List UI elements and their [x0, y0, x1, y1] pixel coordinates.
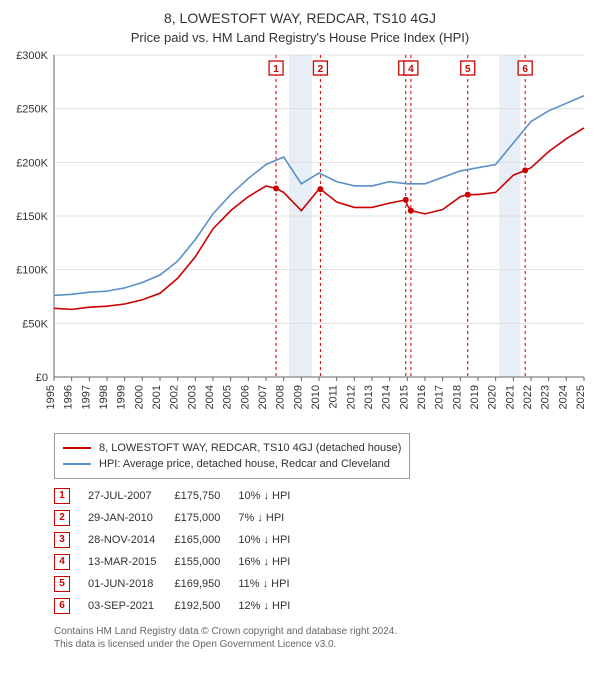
table-row: 1 27-JUL-2007£175,75010% ↓ HPI: [54, 485, 308, 507]
svg-text:2025: 2025: [575, 385, 587, 409]
svg-text:2003: 2003: [186, 385, 198, 409]
svg-text:2023: 2023: [540, 385, 552, 409]
sale-date: 01-JUN-2018: [88, 573, 174, 595]
sale-marker-1: 1: [54, 488, 70, 504]
sale-price: £165,000: [174, 529, 238, 551]
sale-date: 03-SEP-2021: [88, 595, 174, 617]
svg-text:£300K: £300K: [16, 50, 48, 62]
svg-text:£0: £0: [36, 372, 48, 384]
svg-text:2006: 2006: [239, 385, 251, 409]
chart-subtitle: Price paid vs. HM Land Registry's House …: [10, 30, 590, 45]
svg-text:2004: 2004: [204, 385, 216, 409]
svg-text:1997: 1997: [80, 385, 92, 409]
svg-text:2: 2: [318, 64, 324, 75]
svg-text:£200K: £200K: [16, 157, 48, 169]
svg-text:2014: 2014: [381, 385, 393, 409]
table-row: 5 01-JUN-2018£169,95011% ↓ HPI: [54, 573, 308, 595]
svg-text:2007: 2007: [257, 385, 269, 409]
svg-text:5: 5: [465, 64, 471, 75]
svg-text:2015: 2015: [398, 385, 410, 409]
table-row: 6 03-SEP-2021£192,50012% ↓ HPI: [54, 595, 308, 617]
sale-price: £169,950: [174, 573, 238, 595]
svg-text:2022: 2022: [522, 385, 534, 409]
sale-delta: 11% ↓ HPI: [238, 573, 308, 595]
svg-text:2020: 2020: [487, 385, 499, 409]
svg-text:2012: 2012: [345, 385, 357, 409]
sale-marker-3: 3: [54, 532, 70, 548]
table-row: 3 28-NOV-2014£165,00010% ↓ HPI: [54, 529, 308, 551]
svg-text:2024: 2024: [557, 385, 569, 409]
svg-text:2005: 2005: [222, 385, 234, 409]
svg-text:1: 1: [273, 64, 279, 75]
sale-date: 27-JUL-2007: [88, 485, 174, 507]
chart-title: 8, LOWESTOFT WAY, REDCAR, TS10 4GJ: [10, 10, 590, 26]
sale-marker-4: 4: [54, 554, 70, 570]
svg-text:2018: 2018: [451, 385, 463, 409]
footer-attribution: Contains HM Land Registry data © Crown c…: [54, 625, 580, 651]
svg-text:4: 4: [408, 64, 414, 75]
svg-text:2000: 2000: [133, 385, 145, 409]
sale-delta: 10% ↓ HPI: [238, 529, 308, 551]
legend-label-0: 8, LOWESTOFT WAY, REDCAR, TS10 4GJ (deta…: [99, 440, 401, 456]
svg-text:2021: 2021: [504, 385, 516, 409]
svg-text:2009: 2009: [292, 385, 304, 409]
sale-marker-5: 5: [54, 576, 70, 592]
svg-text:1995: 1995: [45, 385, 57, 409]
sale-marker-6: 6: [54, 598, 70, 614]
sale-price: £155,000: [174, 551, 238, 573]
sale-delta: 7% ↓ HPI: [238, 507, 308, 529]
sale-price: £192,500: [174, 595, 238, 617]
svg-text:1999: 1999: [116, 385, 128, 409]
legend: 8, LOWESTOFT WAY, REDCAR, TS10 4GJ (deta…: [54, 433, 410, 479]
svg-text:2002: 2002: [169, 385, 181, 409]
sales-table: 1 27-JUL-2007£175,75010% ↓ HPI 2 29-JAN-201…: [54, 485, 308, 617]
svg-text:2019: 2019: [469, 385, 481, 409]
svg-text:1998: 1998: [98, 385, 110, 409]
sale-price: £175,000: [174, 507, 238, 529]
table-row: 4 13-MAR-2015£155,00016% ↓ HPI: [54, 551, 308, 573]
sale-delta: 10% ↓ HPI: [238, 485, 308, 507]
svg-text:£150K: £150K: [16, 211, 48, 223]
sale-date: 29-JAN-2010: [88, 507, 174, 529]
svg-text:2013: 2013: [363, 385, 375, 409]
svg-text:£50K: £50K: [22, 318, 48, 330]
sale-delta: 16% ↓ HPI: [238, 551, 308, 573]
sale-date: 13-MAR-2015: [88, 551, 174, 573]
svg-text:6: 6: [522, 64, 528, 75]
svg-text:2010: 2010: [310, 385, 322, 409]
sale-marker-2: 2: [54, 510, 70, 526]
legend-label-1: HPI: Average price, detached house, Redc…: [99, 456, 390, 472]
chart: £0 £50K £100K £150K £200K £250K £300K 1995 1996 1…: [10, 49, 590, 429]
svg-text:2011: 2011: [328, 385, 340, 409]
svg-text:2001: 2001: [151, 385, 163, 409]
sale-date: 28-NOV-2014: [88, 529, 174, 551]
sale-price: £175,750: [174, 485, 238, 507]
svg-text:2016: 2016: [416, 385, 428, 409]
table-row: 2 29-JAN-2010£175,0007% ↓ HPI: [54, 507, 308, 529]
svg-text:£250K: £250K: [16, 104, 48, 116]
svg-text:2017: 2017: [434, 385, 446, 409]
svg-text:1996: 1996: [63, 385, 75, 409]
svg-text:£100K: £100K: [16, 265, 48, 277]
sale-delta: 12% ↓ HPI: [238, 595, 308, 617]
svg-text:2008: 2008: [275, 385, 287, 409]
